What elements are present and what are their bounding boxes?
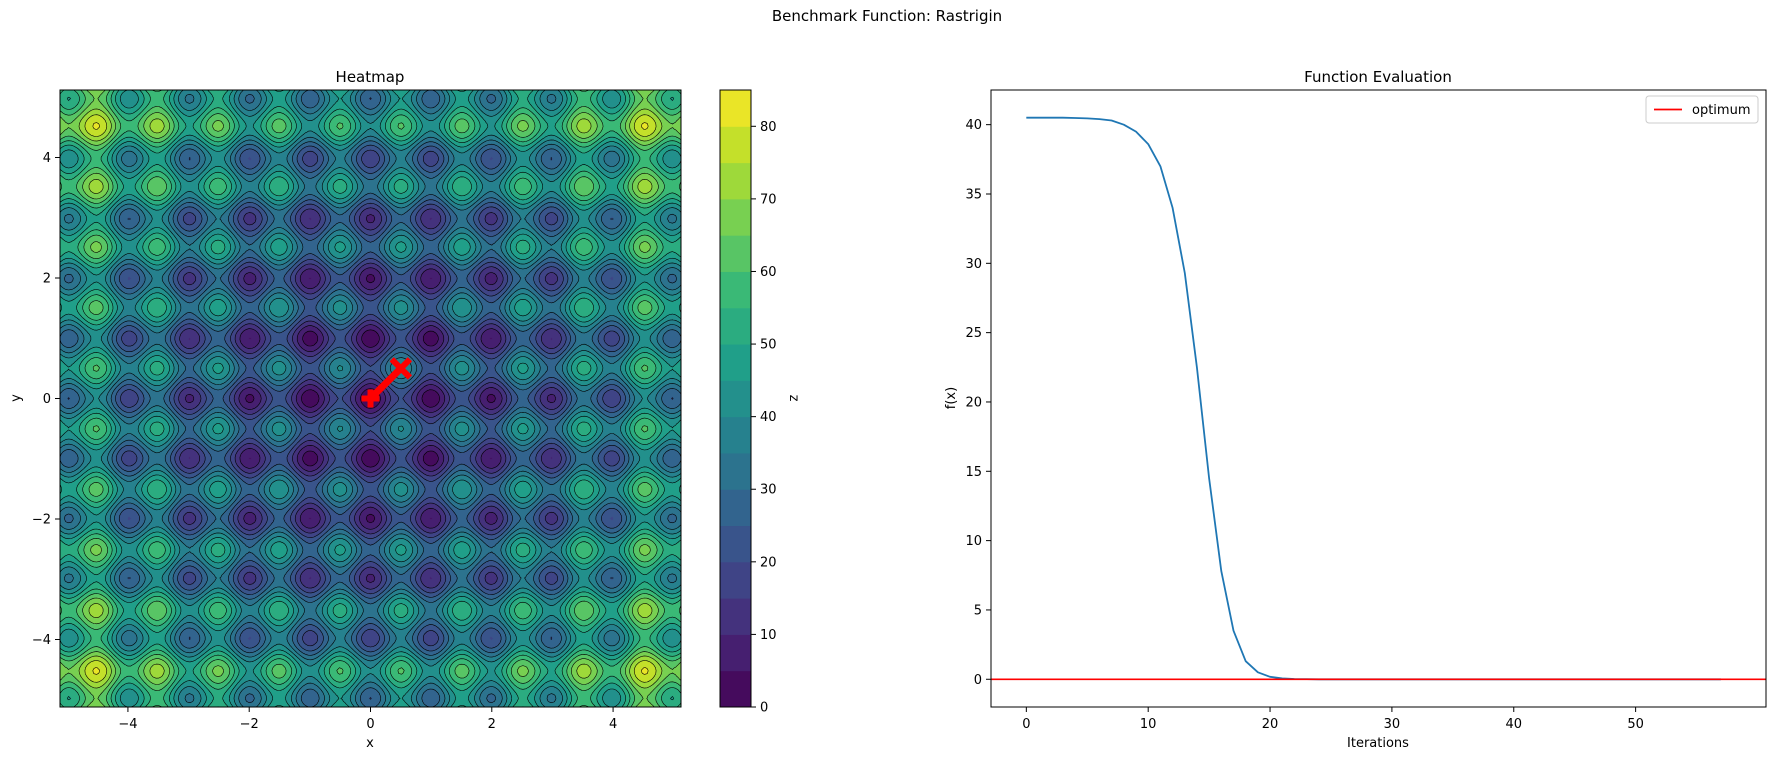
colorbar-tick-label: 40 bbox=[760, 410, 777, 425]
contour-line-80 bbox=[92, 122, 649, 675]
contour-line-40 bbox=[60, 90, 681, 707]
line-x-tick-label: 40 bbox=[1505, 717, 1522, 732]
colorbar-band bbox=[720, 380, 751, 418]
colorbar-tick-label: 50 bbox=[760, 338, 777, 353]
contour-line-60 bbox=[60, 90, 681, 707]
colorbar-tick-label: 30 bbox=[760, 483, 777, 498]
colorbar-band bbox=[720, 416, 751, 454]
heatmap-x-tick-label: 4 bbox=[609, 717, 617, 732]
colorbar-band bbox=[720, 598, 751, 635]
colorbar-tick-label: 60 bbox=[760, 265, 777, 280]
line-legend: optimum bbox=[1645, 95, 1759, 124]
heatmap-contour-lines bbox=[60, 90, 681, 707]
contour-line-55 bbox=[60, 90, 681, 707]
colorbar-band bbox=[720, 670, 751, 708]
colorbar-band bbox=[720, 634, 751, 672]
colorbar-band bbox=[720, 198, 751, 236]
series-line-fx bbox=[1026, 116, 1721, 681]
colorbar-band bbox=[720, 235, 751, 272]
colorbar-tick-label: 20 bbox=[760, 555, 777, 570]
line-panel: Function Evaluation 0 10 20 30 40 50 0 5 10 15 20… bbox=[944, 68, 1767, 751]
line-y-tick-label: 0 bbox=[974, 673, 982, 688]
line-x-tick-label: 20 bbox=[1262, 717, 1279, 732]
line-y-tick-label: 15 bbox=[965, 465, 982, 480]
line-y-tick-label: 10 bbox=[965, 534, 982, 549]
line-y-tick-label: 5 bbox=[974, 603, 982, 618]
line-x-tick-label: 0 bbox=[1022, 717, 1030, 732]
colorbar-ticks: 0 10 20 30 40 50 60 70 80 bbox=[751, 120, 777, 716]
colorbar-label: z bbox=[786, 395, 801, 402]
colorbar-band bbox=[720, 561, 751, 599]
heatmap-x-tick-label: 0 bbox=[366, 717, 374, 732]
heatmap-x-tick-label: −4 bbox=[118, 717, 137, 732]
colorbar-frame bbox=[719, 89, 752, 708]
line-y-tick-label: 25 bbox=[965, 326, 982, 341]
line-y-tick-label: 40 bbox=[965, 118, 982, 133]
colorbar-band bbox=[720, 307, 751, 345]
line-x-axis: 0 10 20 30 40 50 bbox=[1022, 707, 1644, 732]
heatmap-y-label: y bbox=[9, 394, 24, 402]
heatmap-y-axis: −4 −2 0 2 4 bbox=[32, 151, 60, 648]
heatmap-x-tick-label: 2 bbox=[488, 717, 496, 732]
contour-line-5 bbox=[245, 274, 496, 523]
heatmap-y-tick-label: −4 bbox=[32, 633, 51, 648]
colorbar-tick-label: 10 bbox=[760, 628, 777, 643]
figure-suptitle: Benchmark Function: Rastrigin bbox=[771, 7, 1003, 25]
line-x-tick-label: 10 bbox=[1140, 717, 1157, 732]
contour-line-30 bbox=[60, 90, 681, 707]
contour-line-20 bbox=[120, 149, 621, 648]
search-start-marker bbox=[389, 357, 413, 380]
contour-line-35 bbox=[60, 90, 681, 707]
heatmap-y-tick-label: 4 bbox=[43, 151, 51, 166]
heatmap-x-axis: −4 −2 0 2 4 bbox=[118, 707, 617, 732]
colorbar-band bbox=[720, 90, 751, 127]
line-y-label: f(x) bbox=[944, 387, 959, 409]
line-x-tick-label: 50 bbox=[1627, 717, 1644, 732]
contour-line-10 bbox=[185, 214, 556, 583]
colorbar-band bbox=[720, 525, 751, 563]
colorbar-tick-label: 70 bbox=[760, 192, 777, 207]
colorbar: 0 10 20 30 40 50 60 70 80 z bbox=[719, 89, 801, 716]
heatmap-panel: Heatmap −4 −2 0 2 4 −4 −2 0 2 4 x y bbox=[9, 68, 682, 751]
line-y-axis: 0 5 10 15 20 25 30 35 40 bbox=[965, 118, 991, 688]
colorbar-band bbox=[720, 126, 751, 164]
heatmap-x-tick-label: −2 bbox=[240, 717, 259, 732]
colorbar-band bbox=[720, 162, 751, 200]
line-chart-title: Function Evaluation bbox=[1304, 68, 1452, 86]
line-y-tick-label: 30 bbox=[965, 257, 982, 272]
heatmap-x-label: x bbox=[366, 736, 374, 751]
colorbar-band bbox=[720, 489, 751, 527]
contour-line-50 bbox=[60, 90, 681, 707]
heatmap-title: Heatmap bbox=[336, 68, 405, 86]
line-y-tick-label: 20 bbox=[965, 395, 982, 410]
heatmap-y-tick-label: 0 bbox=[43, 392, 51, 407]
line-x-label: Iterations bbox=[1347, 736, 1409, 751]
colorbar-band bbox=[720, 271, 751, 309]
heatmap-y-tick-label: −2 bbox=[32, 513, 51, 528]
colorbar-band bbox=[720, 344, 751, 381]
contour-line-15 bbox=[178, 207, 563, 590]
line-y-tick-label: 35 bbox=[965, 187, 982, 202]
line-x-tick-label: 30 bbox=[1384, 717, 1401, 732]
colorbar-bands bbox=[720, 90, 751, 708]
line-plot-area bbox=[991, 116, 1766, 681]
legend-box bbox=[1645, 95, 1759, 124]
colorbar-tick-label: 80 bbox=[760, 120, 777, 135]
contour-line-70 bbox=[78, 108, 663, 689]
search-path bbox=[361, 357, 413, 408]
search-end-marker bbox=[361, 389, 380, 408]
heatmap-y-tick-label: 2 bbox=[43, 271, 51, 286]
line-axes-frame bbox=[990, 89, 1767, 708]
legend-label-optimum: optimum bbox=[1692, 103, 1750, 118]
contour-line-75 bbox=[84, 114, 657, 683]
colorbar-band bbox=[720, 452, 751, 490]
contour-line-65 bbox=[60, 90, 681, 707]
contour-line-45 bbox=[60, 90, 681, 707]
contour-line-25 bbox=[67, 97, 674, 700]
colorbar-tick-label: 0 bbox=[760, 701, 768, 716]
